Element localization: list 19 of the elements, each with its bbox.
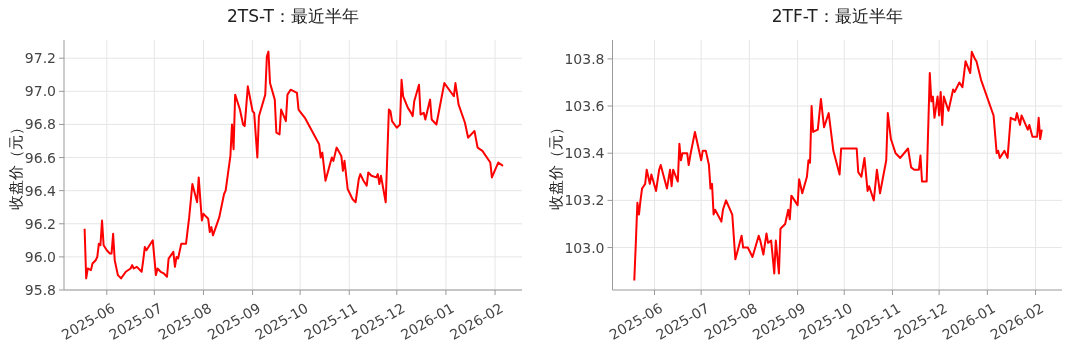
y-tick-label: 96.4 (24, 182, 57, 199)
line-series (83, 50, 504, 280)
y-axis-title: 收盘价（元） (7, 120, 25, 210)
y-tick-label: 103.2 (564, 192, 605, 209)
y-tick-label: 103.8 (564, 50, 605, 67)
y-tick-label: 97.2 (24, 50, 56, 67)
y-tick-label: 95.8 (24, 282, 56, 298)
chart-title: 2TS-T：最近半年 (227, 6, 359, 26)
y-tick-label: 103.0 (564, 239, 605, 256)
y-tick-label: 96.6 (24, 149, 57, 166)
line-series (633, 50, 1043, 282)
chart-title: 2TF-T：最近半年 (771, 6, 903, 26)
y-tick-label: 96.0 (24, 248, 56, 265)
y-tick-label: 96.2 (24, 215, 56, 232)
y-tick-label: 103.4 (564, 145, 605, 162)
y-tick-label: 103.6 (564, 98, 605, 115)
y-tick-label: 96.8 (24, 116, 56, 133)
y-tick-label: 97.0 (24, 83, 56, 100)
y-axis-title: 收盘价（元） (547, 120, 565, 210)
